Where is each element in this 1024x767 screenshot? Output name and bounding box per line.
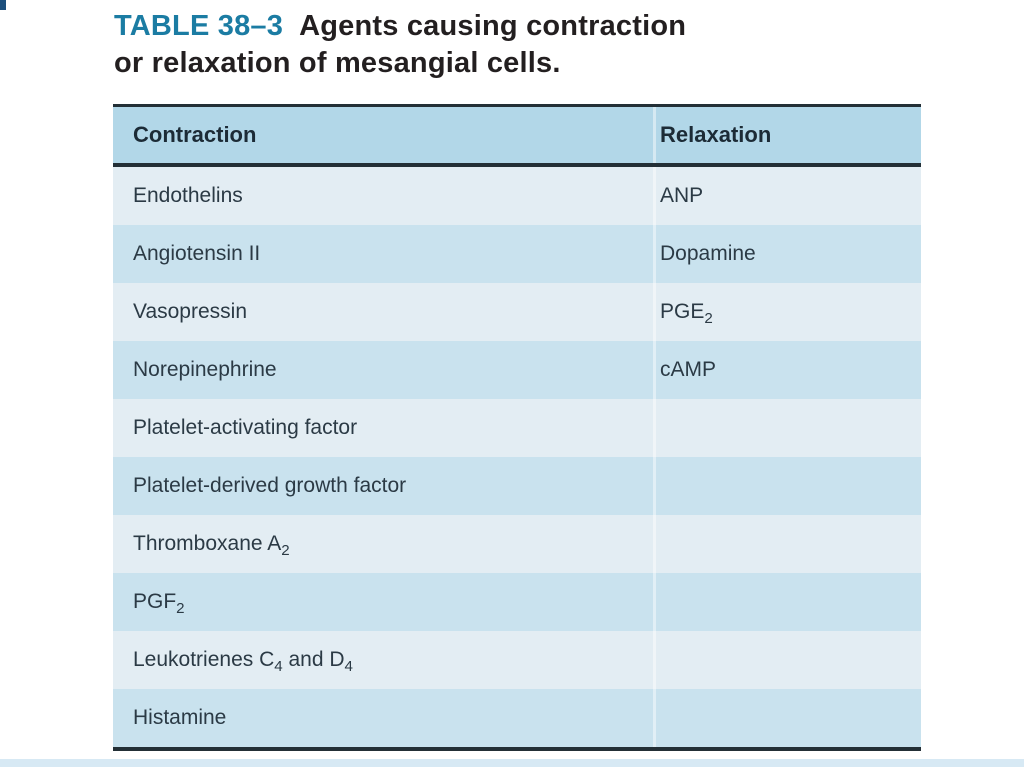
- table-row: Vasopressin PGE2: [113, 283, 921, 341]
- table-row: PGF2: [113, 573, 921, 631]
- slide-bottom-band: [0, 759, 1024, 767]
- table-row: Angiotensin II Dopamine: [113, 225, 921, 283]
- table-header-row: Contraction Relaxation: [113, 107, 921, 163]
- table-header-rule: [113, 163, 921, 167]
- table-title-line1: Agents causing contraction: [299, 10, 687, 42]
- table-row: Thromboxane A2: [113, 515, 921, 573]
- column-header-relaxation: Relaxation: [660, 122, 772, 147]
- relaxation-cell: Dopamine: [660, 242, 756, 265]
- table-row: Leukotrienes C4 and D4: [113, 631, 921, 689]
- contraction-cell: Angiotensin II: [133, 242, 261, 265]
- table-row: Endothelins ANP: [113, 167, 921, 225]
- agents-table: Contraction Relaxation Endothelins ANP Ang…: [113, 104, 921, 751]
- table-row: Histamine: [113, 689, 921, 747]
- table-caption: TABLE 38–3 Agents causing contraction or …: [114, 8, 686, 82]
- contraction-cell: Thromboxane A2: [133, 532, 290, 560]
- column-header-contraction: Contraction: [133, 122, 257, 147]
- table-top-rule: [113, 104, 921, 107]
- table-body: Endothelins ANP Angiotensin II Dopamine Vaso…: [113, 167, 921, 747]
- table-bottom-rule: [113, 747, 921, 751]
- contraction-cell: Histamine: [133, 706, 227, 729]
- table-title-line2: or relaxation of mesangial cells.: [114, 47, 561, 79]
- relaxation-cell: cAMP: [660, 358, 717, 381]
- relaxation-cell: ANP: [660, 184, 704, 207]
- contraction-cell: Leukotrienes C4 and D4: [133, 648, 353, 676]
- table-row: Platelet-activating factor: [113, 399, 921, 457]
- relaxation-cell: PGE2: [660, 300, 713, 328]
- contraction-cell: Platelet-derived growth factor: [133, 474, 407, 497]
- table-row: Norepinephrine cAMP: [113, 341, 921, 399]
- contraction-cell: PGF2: [133, 590, 185, 618]
- contraction-cell: Norepinephrine: [133, 358, 277, 381]
- table-number-label: TABLE 38–3: [114, 10, 284, 42]
- contraction-cell: Endothelins: [133, 184, 243, 207]
- contraction-cell: Platelet-activating factor: [133, 416, 358, 439]
- contraction-cell: Vasopressin: [133, 300, 248, 323]
- table-row: Platelet-derived growth factor: [113, 457, 921, 515]
- slide-corner-mark: [0, 0, 6, 10]
